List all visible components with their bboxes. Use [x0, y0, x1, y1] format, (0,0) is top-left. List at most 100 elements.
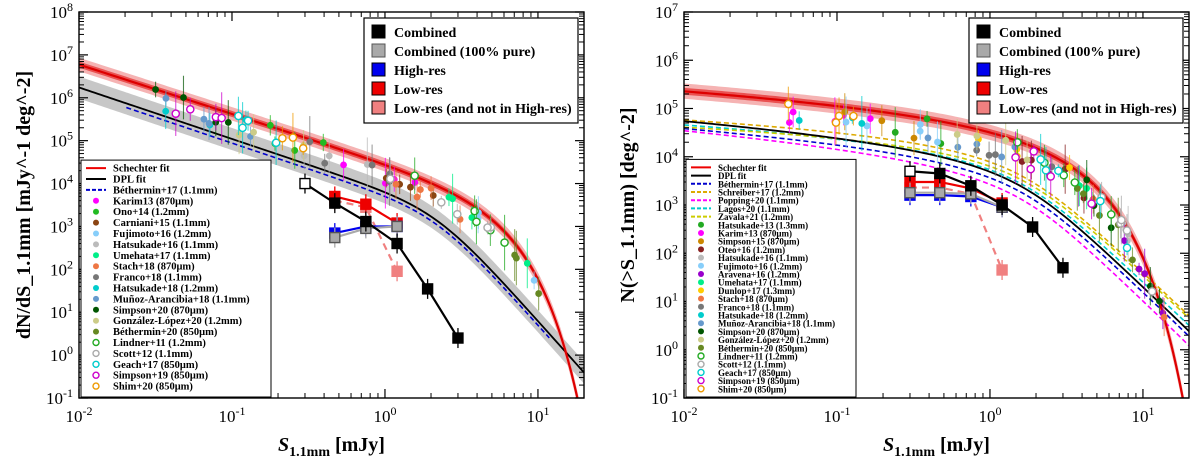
- legend-lit-dot: [93, 230, 99, 237]
- plot-area: [684, 83, 1189, 398]
- series-marker: [360, 198, 372, 210]
- legend-lit-label: Lagos+20 (1.1mm): [718, 204, 790, 214]
- legend-lit-dot: [698, 238, 704, 245]
- lit-point-ring: [1026, 164, 1036, 174]
- legend-lit-label: Schreiber+17 (1.2mm): [718, 188, 804, 198]
- legend-lit-box: [80, 159, 272, 398]
- legend-lit-label: Fujimoto+16 (1.2mm): [113, 229, 212, 240]
- lit-point-ring: [472, 217, 481, 227]
- model-curve-1: [684, 127, 1189, 337]
- legend-main-swatch: [976, 24, 991, 39]
- legend-lit-label: Karim13 (870μm): [113, 196, 194, 207]
- y-axis-label: dN/dS_1.1mm [mJy^-1 deg^-2]: [13, 71, 35, 339]
- lit-point: [934, 138, 941, 146]
- legend-main-box: [363, 17, 579, 124]
- legend-lit-label: Béthermin+17 (1.1mm): [718, 179, 808, 189]
- legend-main-label: High-res: [999, 64, 1051, 79]
- lit-point: [427, 184, 435, 192]
- legend-lit-ring: [92, 382, 100, 390]
- lit-point-ring: [1087, 199, 1096, 208]
- lit-point: [795, 117, 803, 124]
- legend-lit-dot: [93, 208, 99, 215]
- legend-lit-label: Muñoz-Arancibia+18 (1.1mm): [113, 294, 250, 305]
- dpl-fit-line: [684, 120, 1189, 332]
- legend-lit-label: Oteo+16 (1.2mm): [718, 245, 785, 255]
- series-marker: [904, 165, 916, 177]
- legend-lit-dot: [698, 303, 704, 310]
- legend-main-label: Combined: [999, 26, 1061, 41]
- legend-lit-label: Hatsukade+16 (1.1mm): [718, 253, 808, 263]
- y-tick-label: 10-1: [651, 386, 678, 408]
- legend-lit-label: Hatsukade+16 (1.1mm): [113, 240, 219, 251]
- lit-point-ring: [238, 123, 247, 133]
- chart-panel-2: 10-2 10-1 100 10110-11001011021031041051061…: [617, 0, 1190, 460]
- lit-point: [325, 152, 333, 160]
- dpl-fit-line: [79, 86, 584, 374]
- lit-point: [998, 153, 1006, 161]
- legend-lit-ring: [92, 338, 100, 347]
- lit-point: [1120, 237, 1128, 245]
- y-tick-label: 105: [655, 97, 678, 119]
- lit-point: [863, 122, 871, 130]
- plot-frame: [78, 11, 585, 399]
- series-marker: [1057, 262, 1069, 274]
- lit-point-ring: [437, 198, 446, 207]
- legend-main-label: Low-res: [394, 83, 443, 98]
- lit-point-ring: [1122, 226, 1132, 235]
- legend-lit-label: Geach+17 (850μm): [718, 368, 791, 378]
- legend-lit-label: DPL fit: [718, 171, 746, 181]
- lit-point: [530, 276, 538, 284]
- legend-lit-dot: [698, 262, 704, 269]
- lit-point: [180, 94, 187, 101]
- lit-point-ring: [1122, 243, 1132, 253]
- lit-point-ring: [217, 113, 226, 123]
- legend-lit-label: Popping+20 (1.1mm): [718, 196, 799, 206]
- y-tick-label: 106: [655, 48, 678, 70]
- legend-lit-dot: [698, 246, 704, 253]
- legend-lit-dot: [698, 287, 704, 294]
- y-tick-label: 100: [50, 343, 73, 365]
- lit-point: [1156, 297, 1163, 305]
- legend-main-swatch: [976, 100, 991, 115]
- series-marker: [299, 177, 311, 190]
- legend-lit-label: Béthermin+20 (850μm): [113, 327, 218, 338]
- series-marker: [996, 199, 1008, 211]
- series-marker: [360, 215, 372, 228]
- legend-main-label: Combined (100% pure): [394, 45, 536, 60]
- legend-lit-label: DPL fit: [113, 175, 146, 186]
- lit-point-ring: [1036, 155, 1045, 164]
- series-marker: [391, 220, 403, 233]
- lit-point-ring: [1059, 170, 1069, 180]
- y-tick-label: 10-1: [46, 386, 73, 408]
- lit-point: [1066, 164, 1073, 171]
- lit-point-ring: [1029, 147, 1039, 156]
- legend-lit-dot: [93, 274, 99, 281]
- lit-point-ring: [1106, 210, 1116, 219]
- model-curve-5: [684, 126, 1189, 319]
- legend-main-label: Combined (100% pure): [999, 45, 1141, 60]
- legend-lit-label: Simpson+15 (870μm): [718, 237, 800, 247]
- lit-point-ring: [278, 133, 287, 143]
- lit-point: [368, 161, 376, 169]
- legend-lit-dot: [698, 295, 704, 302]
- series-line-0: [304, 182, 459, 339]
- legend-lit-box: [685, 158, 857, 398]
- lit-point-ring: [784, 99, 793, 109]
- legend-lit-dot: [93, 263, 99, 270]
- legend-lit-label: Schechter fit: [113, 164, 170, 175]
- series-marker: [904, 186, 916, 199]
- y-tick-label: 105: [50, 129, 73, 151]
- legend-lit-dot: [698, 328, 704, 335]
- lit-point-ring: [1054, 166, 1063, 176]
- y-tick-label: 104: [655, 145, 678, 167]
- lit-point: [973, 132, 981, 140]
- lit-point: [789, 108, 797, 116]
- lit-point: [535, 290, 543, 297]
- lit-point: [842, 118, 850, 126]
- x-tick-label: 100: [373, 404, 396, 426]
- legend-lit-dot: [93, 317, 99, 324]
- legend-main-swatch: [371, 100, 386, 115]
- lit-point: [1023, 156, 1031, 164]
- lit-point: [340, 161, 347, 169]
